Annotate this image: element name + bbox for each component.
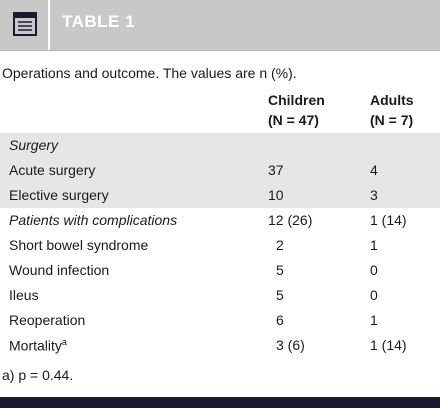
table-row: Wound infection 5 0 [0, 258, 440, 283]
adults-value: 0 [370, 287, 378, 303]
children-value: 2 [276, 237, 284, 253]
row-label: Short bowel syndrome [9, 237, 149, 253]
column-header-adults: Adults (N = 7) [370, 92, 414, 128]
table-row: Reoperation 6 1 [0, 308, 440, 333]
children-value: 3 (6) [276, 337, 305, 353]
row-label: Wound infection [9, 262, 110, 278]
adults-value: 1 (14) [370, 337, 407, 353]
children-value: 37 [268, 162, 284, 178]
adults-value: 0 [370, 262, 378, 278]
adults-value: 1 [370, 237, 378, 253]
table-row: Mortalitya 3 (6) 1 (14) [0, 333, 440, 358]
table-caption: Operations and outcome. The values are n… [2, 65, 297, 81]
adults-value: 4 [370, 162, 378, 178]
table-footnote: a) p = 0.44. [2, 367, 74, 383]
table-header-bar: TABLE 1 [0, 0, 440, 51]
table-row: Surgery [0, 133, 440, 158]
table-row: Short bowel syndrome 2 1 [0, 233, 440, 258]
children-value: 6 [276, 312, 284, 328]
document-list-icon [0, 0, 50, 50]
row-label: Reoperation [9, 312, 86, 328]
row-label: Acute surgery [9, 162, 96, 178]
footnote-marker: a [61, 337, 67, 347]
children-value: 10 [268, 187, 284, 203]
adults-value: 1 (14) [370, 212, 407, 228]
row-label: Mortalitya [9, 337, 67, 354]
table-title: TABLE 1 [62, 12, 136, 31]
table-row: Acute surgery 37 4 [0, 158, 440, 183]
table-row: Elective surgery 10 3 [0, 183, 440, 208]
row-label: Patients with complications [9, 212, 178, 228]
children-value: 12 (26) [268, 212, 313, 228]
children-value: 5 [276, 287, 284, 303]
children-value: 5 [276, 262, 284, 278]
table-row: Patients with complications 12 (26) 1 (1… [0, 208, 440, 233]
row-label: Ileus [9, 287, 39, 303]
row-label: Surgery [9, 137, 59, 153]
table-row: Ileus 5 0 [0, 283, 440, 308]
adults-value: 3 [370, 187, 378, 203]
row-label: Elective surgery [9, 187, 109, 203]
column-header-children: Children (N = 47) [268, 92, 325, 128]
footer-bar [0, 397, 440, 408]
adults-value: 1 [370, 312, 378, 328]
